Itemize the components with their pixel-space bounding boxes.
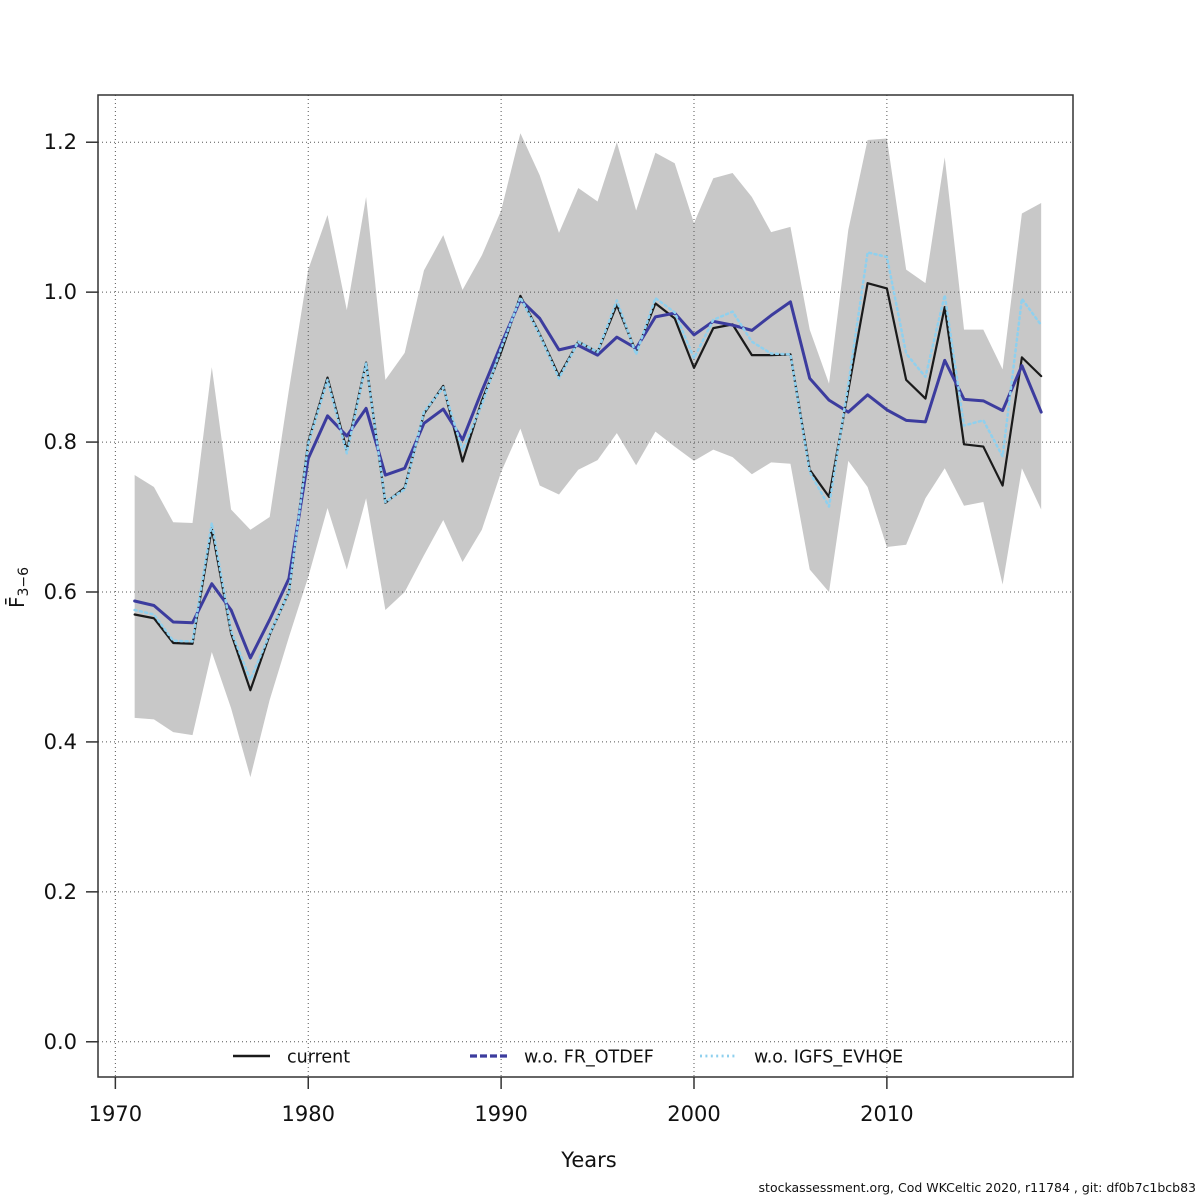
legend-label-current: current [287,1048,350,1068]
x-tick-label-1970: 1970 [89,1102,142,1126]
y-tick-label-0.6: 0.6 [44,580,77,604]
footer-credit: stockassessment.org, Cod WKCeltic 2020, … [759,1180,1196,1195]
confidence-band [134,133,1042,778]
legend-label-w-o-fr-otdef: w.o. FR_OTDEF [524,1048,654,1068]
series-line-w-o-fr-otdef [133,298,1043,660]
y-tick-label-0.8: 0.8 [44,430,77,454]
axis-titles-layer: Years F̄3−6 stockassessment.org, Cod WKC… [4,567,1196,1195]
x-axis-title: Years [560,1148,616,1172]
legend: current w.o. FR_OTDEF w.o. IGFS_EVHOE [233,1048,903,1068]
legend-label-w-o-igfs-evhoe: w.o. IGFS_EVHOE [754,1048,903,1068]
confidence-band-layer [134,133,1042,778]
y-tick-label-1.0: 1.0 [44,280,77,304]
y-tick-label-1.2: 1.2 [44,130,77,154]
series-line-w-o-igfs-evhoe [133,251,1043,681]
x-tick-label-1980: 1980 [282,1102,335,1126]
y-axis-title: F̄3−6 [4,567,32,608]
y-axis-title-main: F̄ [4,596,29,608]
axis-ticks-layer: 0.0 0.2 0.4 0.6 0.8 1.0 1.2 1970 1980 1990 2000 201… [44,130,914,1126]
y-tick-label-0.0: 0.0 [44,1030,77,1054]
series-lines-layer [133,251,1043,692]
x-tick-label-1990: 1990 [474,1102,527,1126]
plot-border [97,94,1074,1078]
y-axis-title-subscript: 3−6 [16,567,32,597]
x-tick-label-2000: 2000 [667,1102,720,1126]
gridlines-layer [98,95,1073,1077]
y-tick-label-0.2: 0.2 [44,880,77,904]
x-tick-label-2010: 2010 [860,1102,913,1126]
y-tick-label-0.4: 0.4 [44,730,77,754]
